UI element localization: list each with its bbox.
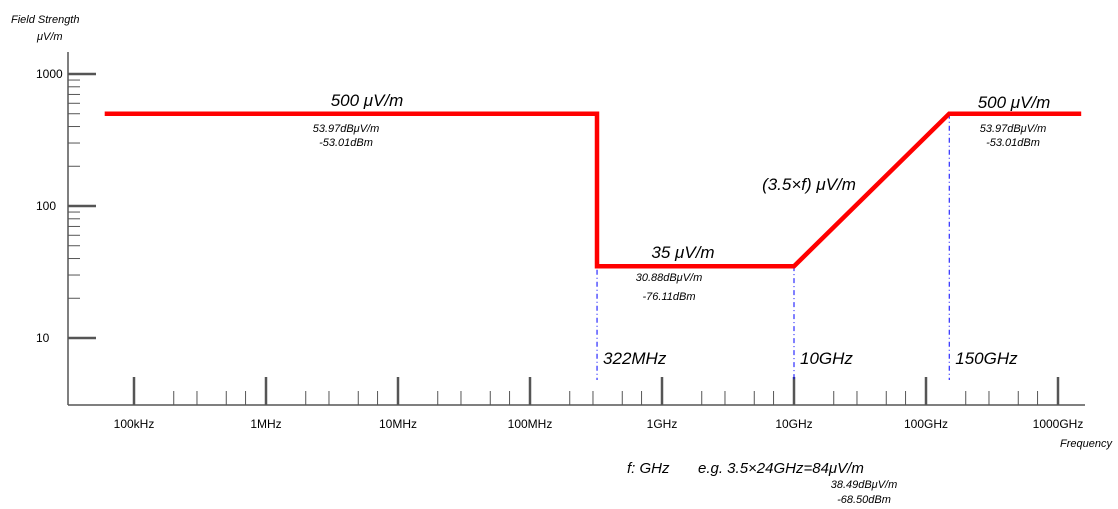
- x-tick-label: 100GHz: [904, 417, 948, 431]
- y-axis-title: Field Strength: [11, 14, 79, 26]
- seg2-dbm: -76.11dBm: [643, 291, 696, 303]
- seg2-db: 30.88dBμV/m: [636, 272, 703, 284]
- x-minor-ticks: [173, 391, 1039, 405]
- series-lines: [104, 111, 1082, 269]
- seg3-db: 53.97dBμV/m: [980, 123, 1047, 135]
- y-tick-label: 1000: [36, 67, 63, 81]
- y-tick-label: 100: [36, 199, 56, 213]
- limit-line: [104, 111, 1082, 269]
- x-tick-label: 100MHz: [508, 417, 553, 431]
- x-axis-title: Frequency: [1060, 438, 1113, 450]
- seg1-db: 53.97dBμV/m: [313, 123, 380, 135]
- frequency-marker-label: 322MHz: [603, 349, 667, 368]
- note-eg: e.g. 3.5×24GHz=84μV/m: [698, 460, 864, 477]
- seg1-label: 500 μV/m: [331, 91, 404, 110]
- x-tick-label: 10GHz: [775, 417, 812, 431]
- x-tick-label: 1MHz: [250, 417, 281, 431]
- y-tick-label: 10: [36, 331, 50, 345]
- y-axis-unit: μV/m: [36, 31, 63, 43]
- x-tick-label: 10MHz: [379, 417, 417, 431]
- note-dbm: -68.50dBm: [837, 494, 891, 506]
- x-tick-label: 100kHz: [114, 417, 155, 431]
- note-f: f: GHz: [627, 460, 670, 477]
- x-tick-label: 1000GHz: [1033, 417, 1084, 431]
- seg3-dbm: -53.01dBm: [986, 137, 1040, 149]
- seg3-label: 500 μV/m: [978, 93, 1051, 112]
- frequency-marker-label: 10GHz: [800, 349, 853, 368]
- note-db: 38.49dBμV/m: [831, 479, 898, 491]
- seg1-dbm: -53.01dBm: [319, 137, 373, 149]
- x-major-ticks: 100kHz 1MHz 10MHz 100MHz 1GHz 10GHz 100GHz 1000…: [114, 377, 1084, 431]
- x-tick-label: 1GHz: [647, 417, 678, 431]
- y-minor-ticks: [68, 79, 80, 299]
- y-major-ticks: 1000 100 10: [36, 67, 96, 345]
- frequency-marker-label: 150GHz: [955, 349, 1018, 368]
- slope-label: (3.5×f) μV/m: [762, 175, 856, 194]
- seg2-label: 35 μV/m: [651, 243, 714, 262]
